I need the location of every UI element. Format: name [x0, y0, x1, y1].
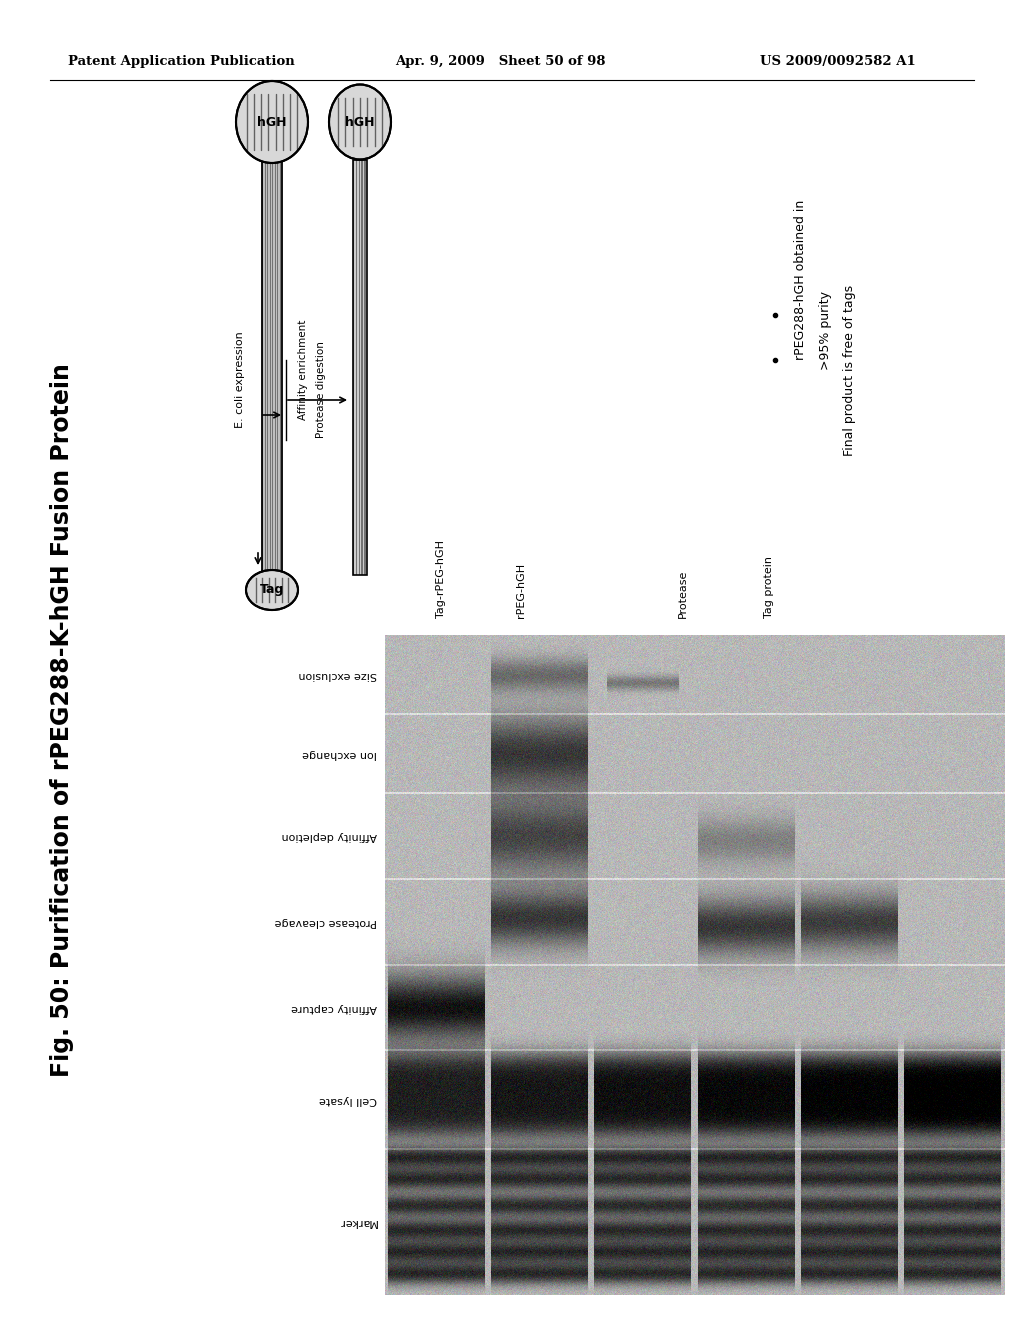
Text: Marker: Marker [338, 1217, 377, 1228]
Bar [353, 160, 354, 576]
Bar [262, 160, 282, 576]
Ellipse shape [329, 84, 391, 160]
Text: Ion exchange: Ion exchange [302, 748, 377, 759]
Bar [355, 160, 357, 576]
Bar [267, 160, 268, 576]
Text: Protease: Protease [678, 570, 687, 618]
Bar [263, 160, 264, 576]
Text: Apr. 9, 2009   Sheet 50 of 98: Apr. 9, 2009 Sheet 50 of 98 [395, 55, 605, 69]
Text: Affinity capture: Affinity capture [291, 1003, 377, 1012]
Bar [358, 160, 360, 576]
Bar [361, 160, 362, 576]
Bar [280, 160, 281, 576]
Text: Protease cleavage: Protease cleavage [274, 917, 377, 927]
Bar [262, 160, 263, 576]
Text: Tag-rPEG-hGH: Tag-rPEG-hGH [436, 540, 445, 618]
Bar [275, 160, 278, 576]
Bar [266, 160, 267, 576]
Bar [354, 160, 355, 576]
Ellipse shape [236, 81, 308, 162]
Bar [264, 160, 266, 576]
Bar [272, 160, 273, 576]
Bar [353, 160, 367, 576]
Text: rPEG-hGH: rPEG-hGH [516, 562, 526, 618]
Bar [274, 160, 275, 576]
Bar [281, 160, 282, 576]
Bar [360, 160, 361, 576]
Text: Tag protein: Tag protein [764, 556, 774, 618]
Text: Final product is free of tags: Final product is free of tags [844, 284, 856, 455]
Text: US 2009/0092582 A1: US 2009/0092582 A1 [760, 55, 915, 69]
Bar [278, 160, 279, 576]
Bar [365, 160, 366, 576]
Text: Affinity depletion: Affinity depletion [282, 832, 377, 841]
Bar [270, 160, 272, 576]
Text: Tag: Tag [260, 583, 285, 597]
Bar [279, 160, 280, 576]
Bar [366, 160, 367, 576]
Text: Fig. 50: Purification of rPEG288-K-hGH Fusion Protein: Fig. 50: Purification of rPEG288-K-hGH F… [50, 363, 74, 1077]
Text: hGH: hGH [345, 116, 375, 128]
Text: E. coli expression: E. coli expression [234, 331, 245, 429]
Bar [362, 160, 365, 576]
Ellipse shape [246, 570, 298, 610]
Text: Protease digestion: Protease digestion [316, 342, 327, 438]
Text: >95% purity: >95% purity [818, 290, 831, 370]
Bar [268, 160, 269, 576]
Text: Affinity enrichment: Affinity enrichment [298, 319, 307, 420]
Text: Patent Application Publication: Patent Application Publication [68, 55, 295, 69]
Text: rPEG288-hGH obtained in: rPEG288-hGH obtained in [794, 199, 807, 360]
Bar [273, 160, 274, 576]
Text: Size exclusion: Size exclusion [298, 669, 377, 680]
Bar [269, 160, 270, 576]
Text: Cell lysate: Cell lysate [319, 1096, 377, 1105]
Text: hGH: hGH [257, 116, 287, 128]
Bar [357, 160, 358, 576]
